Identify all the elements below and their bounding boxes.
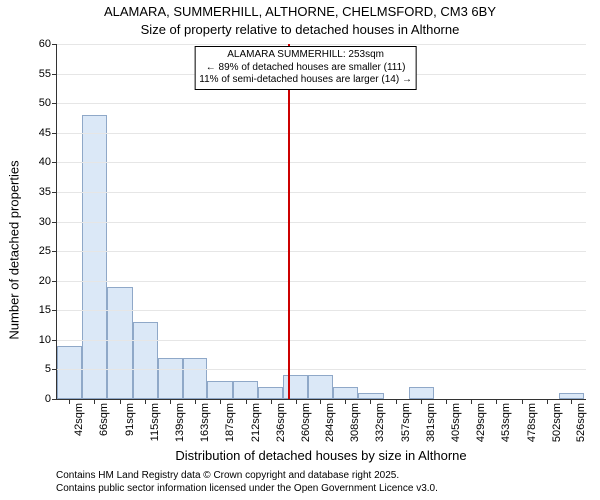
y-tick-mark [52,103,57,104]
x-tick-mark [522,399,523,404]
y-tick-mark [52,251,57,252]
chart-title-line2: Size of property relative to detached ho… [0,22,600,37]
histogram-bar [107,287,133,399]
x-tick-mark [220,399,221,404]
x-tick-mark [571,399,572,404]
x-tick-mark [471,399,472,404]
y-tick-mark [52,192,57,193]
y-tick-mark [52,74,57,75]
x-tick-label: 381sqm [425,403,437,442]
gridline [57,310,586,311]
histogram-bar [283,375,308,399]
x-tick-label: 308sqm [349,403,361,442]
gridline [57,251,586,252]
annotation-line: ← 89% of detached houses are smaller (11… [199,62,412,75]
x-tick-label: 332sqm [374,403,386,442]
marker-line [288,44,290,399]
histogram-bar [82,115,107,399]
x-tick-mark [145,399,146,404]
histogram-bar [57,346,82,399]
y-tick-mark [52,44,57,45]
gridline [57,192,586,193]
x-tick-mark [547,399,548,404]
annotation-line: 11% of semi-detached houses are larger (… [199,74,412,87]
x-tick-mark [320,399,321,404]
x-tick-label: 139sqm [174,403,186,442]
histogram-bar [308,375,333,399]
y-tick-mark [52,340,57,341]
x-tick-label: 212sqm [250,403,262,442]
x-tick-label: 453sqm [500,403,512,442]
histogram-bar [409,387,434,399]
x-axis-title: Distribution of detached houses by size … [56,448,586,463]
gridline [57,222,586,223]
x-tick-label: 405sqm [450,403,462,442]
x-tick-label: 357sqm [400,403,412,442]
x-tick-label: 236sqm [275,403,287,442]
gridline [57,133,586,134]
y-tick-mark [52,310,57,311]
x-tick-label: 284sqm [324,403,336,442]
x-tick-label: 429sqm [475,403,487,442]
x-tick-mark [421,399,422,404]
x-tick-mark [170,399,171,404]
x-tick-mark [94,399,95,404]
x-tick-mark [496,399,497,404]
attribution-line1: Contains HM Land Registry data © Crown c… [56,470,592,483]
annotation-line: ALAMARA SUMMERHILL: 253sqm [199,49,412,62]
plot-area: 05101520253035404550556042sqm66sqm91sqm1… [56,44,586,400]
gridline [57,281,586,282]
y-tick-mark [52,133,57,134]
x-tick-label: 91sqm [124,403,136,436]
histogram-bar [133,322,158,399]
y-tick-mark [52,369,57,370]
attribution-line2: Contains public sector information licen… [56,483,592,496]
histogram-bar [207,381,233,399]
property-size-chart: ALAMARA, SUMMERHILL, ALTHORNE, CHELMSFOR… [0,0,600,500]
annotation-box: ALAMARA SUMMERHILL: 253sqm← 89% of detac… [194,46,417,90]
gridline [57,162,586,163]
x-tick-mark [195,399,196,404]
y-tick-mark [52,162,57,163]
x-tick-mark [296,399,297,404]
x-tick-mark [120,399,121,404]
histogram-bar [333,387,358,399]
y-tick-mark [52,399,57,400]
x-tick-mark [246,399,247,404]
x-tick-label: 42sqm [73,403,85,436]
x-tick-label: 502sqm [551,403,563,442]
x-tick-mark [396,399,397,404]
gridline [57,44,586,45]
gridline [57,103,586,104]
x-tick-label: 163sqm [199,403,211,442]
chart-title-line1: ALAMARA, SUMMERHILL, ALTHORNE, CHELMSFOR… [0,4,600,19]
histogram-bar [158,358,183,399]
x-tick-mark [345,399,346,404]
histogram-bar [233,381,258,399]
attribution-text: Contains HM Land Registry data © Crown c… [56,470,592,495]
x-tick-mark [69,399,70,404]
x-tick-mark [271,399,272,404]
x-tick-mark [446,399,447,404]
y-tick-mark [52,281,57,282]
x-tick-mark [370,399,371,404]
x-tick-label: 66sqm [98,403,110,436]
x-tick-label: 187sqm [224,403,236,442]
x-tick-label: 526sqm [575,403,587,442]
gridline [57,340,586,341]
x-tick-label: 260sqm [300,403,312,442]
histogram-bar [183,358,208,399]
x-tick-label: 478sqm [526,403,538,442]
y-tick-mark [52,222,57,223]
histogram-bar [258,387,283,399]
x-tick-label: 115sqm [149,403,161,441]
gridline [57,369,586,370]
